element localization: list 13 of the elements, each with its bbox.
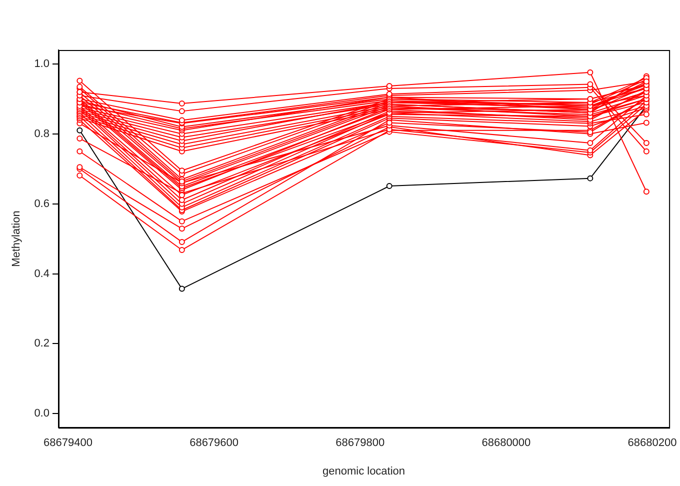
x-tick-label: 68680000: [482, 437, 531, 450]
y-tick-label: 0.0: [34, 408, 50, 420]
x-tick-label: 68679400: [44, 437, 92, 450]
y-tick-label: 1.0: [34, 58, 50, 70]
y-tick-label: 0.2: [34, 338, 50, 350]
y-axis-title: Methylation: [10, 210, 23, 267]
y-tick-label: 0.6: [34, 198, 50, 210]
y-tick-label: 0.8: [34, 128, 50, 140]
x-tick-label: 68679600: [190, 437, 239, 450]
y-tick-label: 0.4: [34, 268, 50, 280]
x-tick-label: 68679800: [336, 437, 385, 450]
x-tick-label: 68680200: [628, 437, 677, 450]
x-axis-title: genomic location: [322, 465, 406, 478]
